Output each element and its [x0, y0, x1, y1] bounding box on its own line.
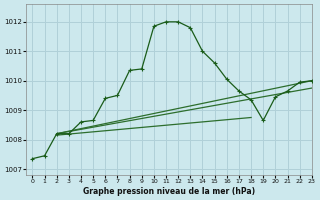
X-axis label: Graphe pression niveau de la mer (hPa): Graphe pression niveau de la mer (hPa): [83, 187, 255, 196]
